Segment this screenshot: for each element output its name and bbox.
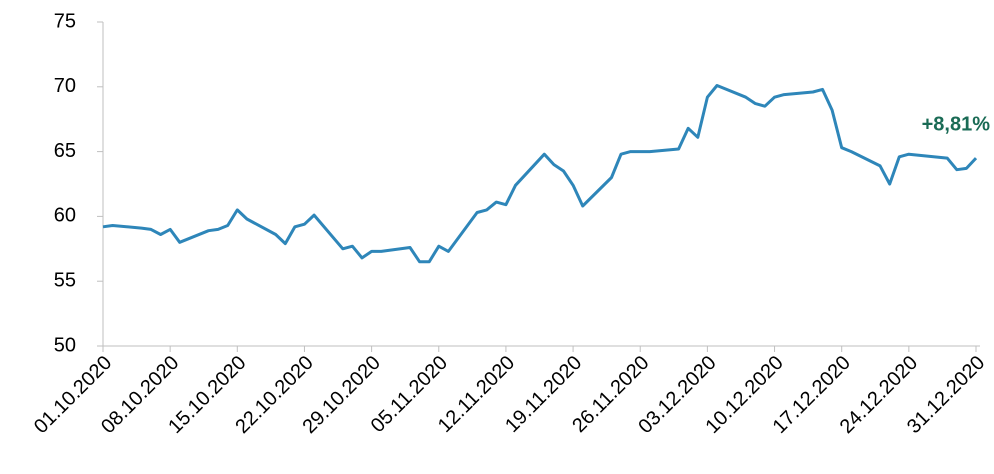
annotation: +8,81% <box>922 113 991 135</box>
y-tick-label: 75 <box>54 10 76 32</box>
y-tick-label: 60 <box>54 205 76 227</box>
y-tick-label: 70 <box>54 75 76 97</box>
y-tick-label: 65 <box>54 140 76 162</box>
y-tick-label: 50 <box>54 334 76 356</box>
data-line <box>102 84 978 264</box>
y-tick-label: 55 <box>54 269 76 291</box>
